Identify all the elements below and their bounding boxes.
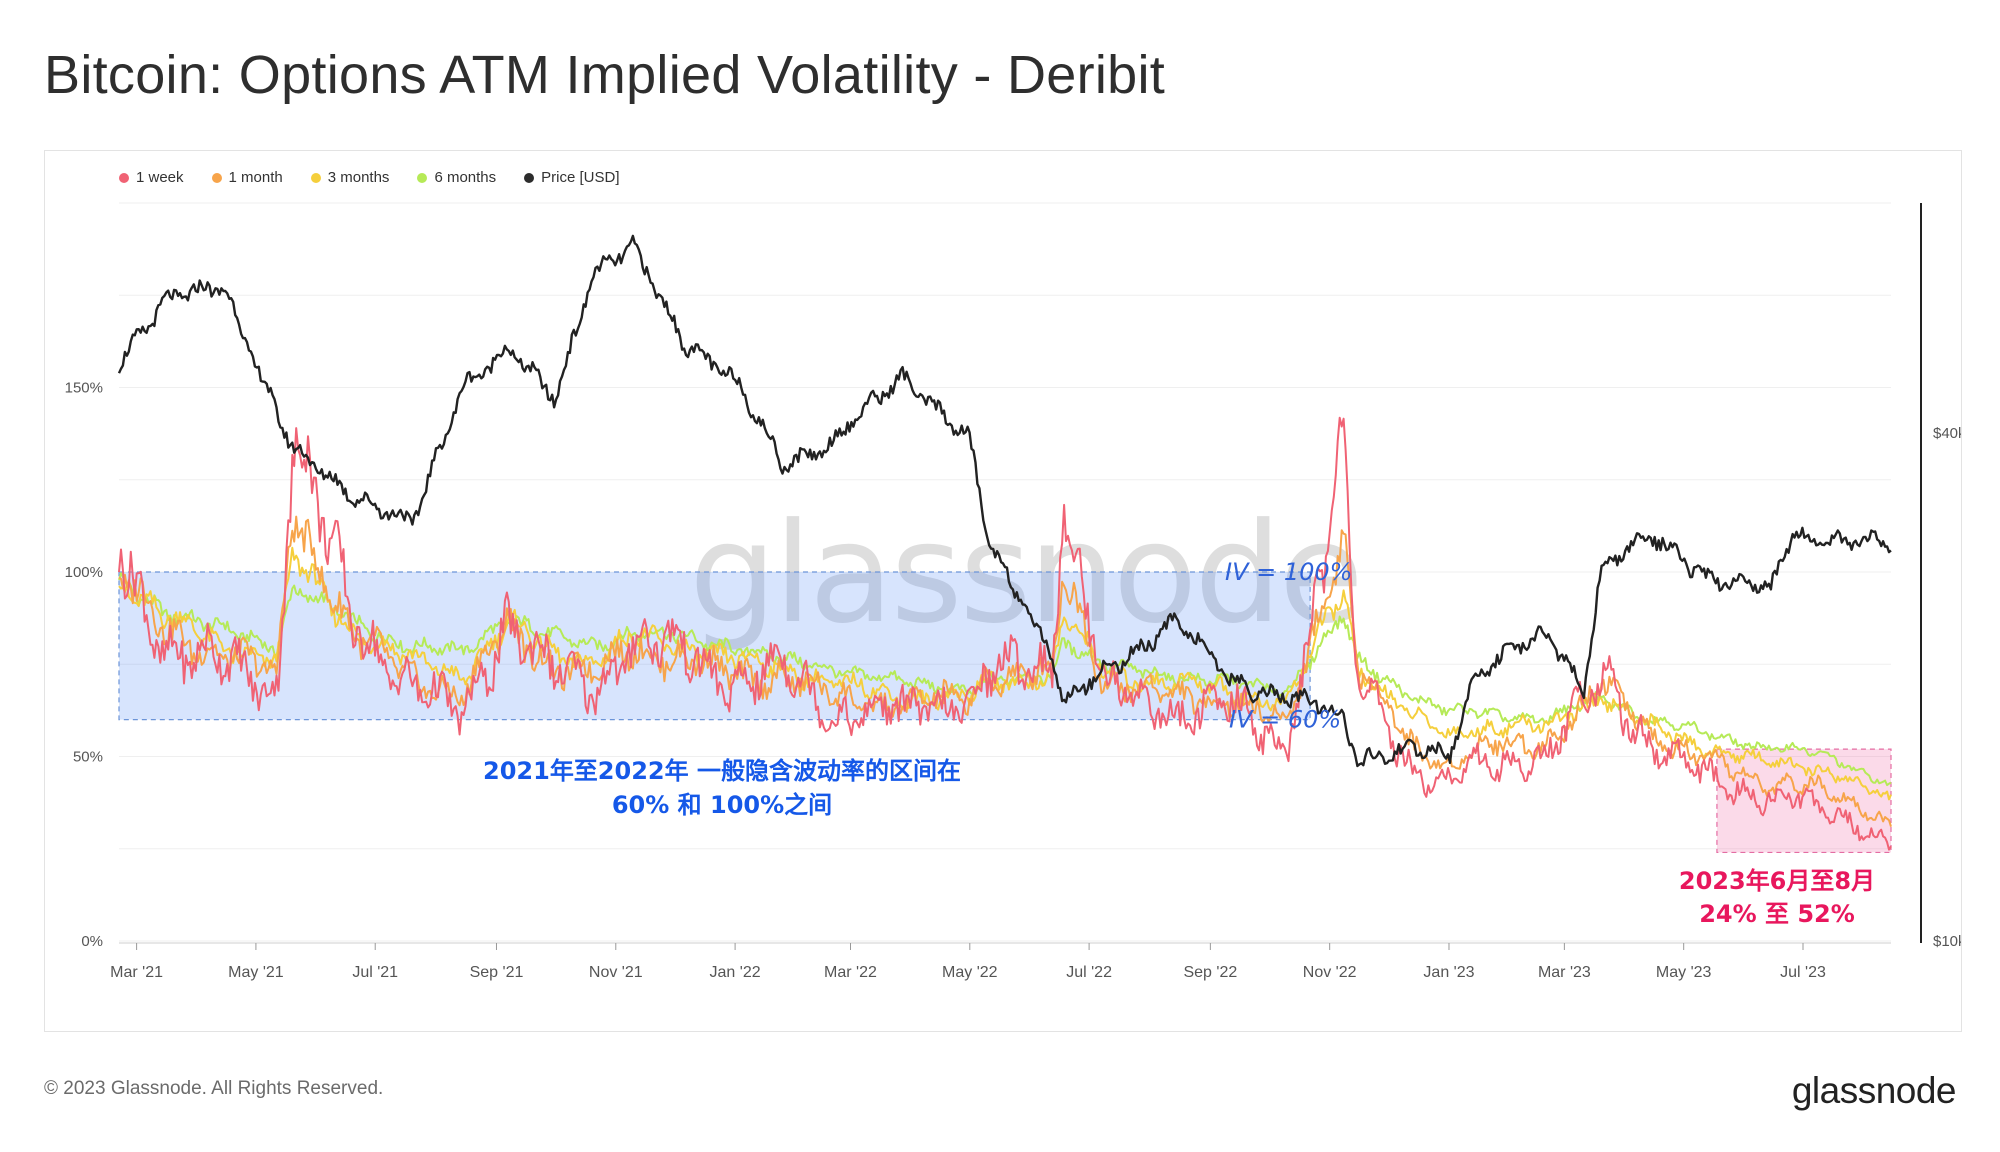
- legend-item-1-month[interactable]: 1 month: [211, 169, 283, 186]
- x-tick-label: Nov '22: [1303, 964, 1357, 981]
- x-tick-label: Jul '22: [1066, 964, 1112, 981]
- legend-item-price[interactable]: Price [USD]: [524, 169, 620, 186]
- chart-legend: 1 week 1 month 3 months 6 months Price […: [119, 169, 620, 186]
- legend-label: 1 month: [228, 169, 283, 186]
- y-tick-label-right: $40k: [1933, 425, 1961, 442]
- legend-dot-6-months: [417, 172, 428, 183]
- recent-note-line-1: 2023年6月至8月: [1679, 867, 1875, 895]
- legend-item-3-months[interactable]: 3 months: [310, 169, 390, 186]
- legend-item-6-months[interactable]: 6 months: [417, 169, 496, 186]
- recent-note-line-2: 24% 至 52%: [1699, 900, 1855, 928]
- y-tick-label-left: 100%: [65, 564, 103, 581]
- legend-label: 3 months: [327, 169, 390, 186]
- y-tick-label-left: 150%: [65, 380, 103, 397]
- series-line-price-usd-: [117, 234, 1892, 768]
- legend-dot-1-week: [119, 172, 129, 183]
- x-tick-label: Mar '23: [1538, 964, 1591, 981]
- legend-dot-price: [524, 172, 535, 183]
- band-note-line-1: 2021年至2022年 一般隐含波动率的区间在: [483, 757, 961, 785]
- x-tick-label: May '23: [1656, 964, 1712, 981]
- watermark-text: glassnode: [689, 493, 1361, 654]
- footer-copyright: © 2023 Glassnode. All Rights Reserved.: [44, 1078, 384, 1099]
- x-tick-label: Nov '21: [589, 964, 643, 981]
- x-tick-label: May '22: [942, 964, 998, 981]
- series-line-1-week: [118, 416, 1892, 851]
- x-tick-label: Jan '22: [710, 964, 761, 981]
- page-title: Bitcoin: Options ATM Implied Volatility …: [44, 45, 1166, 105]
- legend-label: 6 months: [434, 169, 497, 186]
- iv-high-label: IV = 100%: [1225, 558, 1352, 586]
- x-tick-label: Sep '22: [1183, 964, 1237, 981]
- x-tick-label: Jan '23: [1423, 964, 1474, 981]
- y-tick-label-left: 50%: [73, 749, 103, 766]
- x-tick-label: Mar '21: [110, 964, 163, 981]
- recent-iv-region: [1716, 748, 1892, 854]
- iv-low-label: IV = 60%: [1229, 706, 1341, 734]
- band-note-line-2: 60% 和 100%之间: [612, 791, 832, 819]
- series-line-1-month: [118, 515, 1892, 827]
- chart-frame: 1 week 1 month 3 months 6 months Price […: [44, 150, 1962, 1032]
- chart-plot-area: 0% 50% 100% 150% $10k $40k Mar '21 May '21 Jul '…: [65, 202, 1961, 981]
- y-tick-label-right: $10k: [1933, 933, 1961, 950]
- x-tick-label: May '21: [228, 964, 284, 981]
- x-tick-label: Sep '21: [470, 964, 524, 981]
- legend-dot-3-months: [310, 172, 321, 183]
- glassnode-logo: glassnode: [1791, 1070, 1957, 1111]
- x-tick-label: Jul '21: [352, 964, 398, 981]
- x-tick-label: Mar '22: [824, 964, 877, 981]
- legend-dot-1-month: [211, 172, 222, 183]
- legend-label: 1 week: [136, 169, 184, 186]
- legend-item-1-week[interactable]: 1 week: [119, 169, 184, 186]
- legend-label: Price [USD]: [541, 169, 620, 186]
- y-tick-label-left: 0%: [81, 933, 103, 950]
- x-tick-label: Jul '23: [1780, 964, 1826, 981]
